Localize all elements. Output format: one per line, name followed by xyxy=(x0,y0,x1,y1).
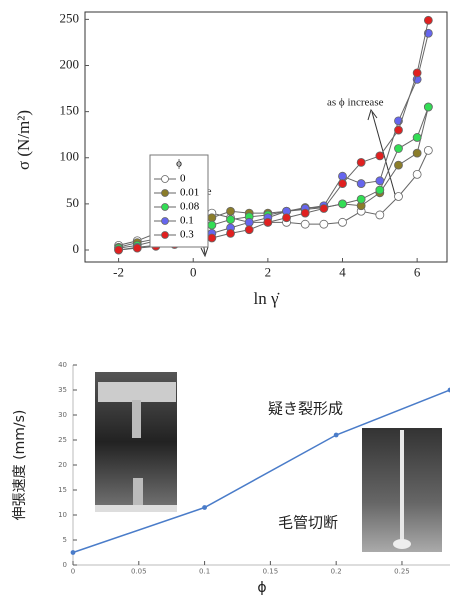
legend-label: 0.3 xyxy=(180,229,194,241)
y-tick-label: 20 xyxy=(58,461,67,469)
data-point xyxy=(413,170,421,178)
page: 050100150200250-20246ln γ̇σ (N/m²)as ϕ i… xyxy=(0,0,450,597)
y-tick-label: 15 xyxy=(58,486,67,494)
data-point xyxy=(283,214,291,222)
y-axis-label: 伸張速度 (mm/s) xyxy=(12,410,28,521)
data-point xyxy=(424,103,432,111)
data-point xyxy=(357,158,365,166)
y-tick-label: 200 xyxy=(60,56,80,71)
data-point xyxy=(133,244,141,252)
y-tick-label: 25 xyxy=(58,436,67,444)
data-point xyxy=(208,221,216,229)
x-tick-label: 0.05 xyxy=(131,567,147,575)
data-point xyxy=(245,218,253,226)
data-point xyxy=(394,161,402,169)
data-point xyxy=(357,180,365,188)
data-point xyxy=(227,207,235,215)
data-point xyxy=(339,218,347,226)
legend-label: 0.08 xyxy=(180,201,200,213)
x-tick-label: -2 xyxy=(113,265,124,280)
data-point xyxy=(320,220,328,228)
data-point xyxy=(339,200,347,208)
data-point xyxy=(376,186,384,194)
data-point xyxy=(115,246,123,254)
x-tick-label: 0.2 xyxy=(331,567,342,575)
legend-marker xyxy=(162,218,169,225)
data-point xyxy=(339,180,347,188)
data-point xyxy=(424,16,432,24)
data-point xyxy=(394,193,402,201)
data-point xyxy=(413,133,421,141)
data-point xyxy=(394,126,402,134)
y-axis-label: σ (N/m²) xyxy=(14,110,33,170)
y-tick-label: 50 xyxy=(66,195,79,210)
legend-marker xyxy=(162,232,169,239)
data-point xyxy=(376,177,384,185)
data-point xyxy=(208,214,216,222)
y-tick-label: 40 xyxy=(58,361,67,369)
x-tick-label: 0.25 xyxy=(394,567,410,575)
legend-marker xyxy=(162,176,169,183)
data-point xyxy=(208,234,216,242)
data-point xyxy=(203,506,207,510)
x-tick-label: 0.1 xyxy=(199,567,210,575)
x-tick-label: 0 xyxy=(190,265,197,280)
data-point xyxy=(376,211,384,219)
x-tick-label: 2 xyxy=(265,265,272,280)
y-tick-label: 35 xyxy=(58,386,67,394)
annotation: 毛管切断 xyxy=(278,514,338,532)
legend-label: 0.01 xyxy=(180,187,199,199)
x-tick-label: 0.15 xyxy=(263,567,279,575)
legend-marker xyxy=(162,190,169,197)
data-point xyxy=(334,433,338,437)
data-point xyxy=(424,146,432,154)
data-point xyxy=(227,229,235,237)
y-tick-label: 100 xyxy=(60,149,80,164)
legend-marker xyxy=(162,204,169,211)
data-point xyxy=(301,220,309,228)
data-point xyxy=(245,226,253,234)
x-tick-label: 4 xyxy=(339,265,346,280)
y-tick-label: 30 xyxy=(58,411,67,419)
data-point xyxy=(301,209,309,217)
data-point xyxy=(413,149,421,157)
x-tick-label: 6 xyxy=(414,265,421,280)
legend-label: 0.1 xyxy=(180,215,194,227)
photo-left xyxy=(95,372,177,512)
y-tick-label: 0 xyxy=(63,561,67,569)
y-tick-label: 10 xyxy=(58,511,67,519)
data-point xyxy=(71,551,75,555)
data-point xyxy=(357,195,365,203)
data-point xyxy=(376,152,384,160)
data-point xyxy=(227,216,235,224)
data-point xyxy=(264,218,272,226)
y-tick-label: 0 xyxy=(73,241,80,256)
annotation: 疑き裂形成 xyxy=(268,400,343,418)
y-tick-label: 150 xyxy=(60,103,80,118)
data-point xyxy=(320,204,328,212)
photo-right xyxy=(362,428,442,552)
y-tick-label: 250 xyxy=(60,10,80,25)
x-axis-label: ϕ xyxy=(257,580,266,596)
legend-title: ϕ xyxy=(176,158,182,170)
annotation: as ϕ increase xyxy=(327,97,384,109)
x-axis-label: ln γ̇ xyxy=(254,289,280,308)
legend-label: 0 xyxy=(180,173,186,185)
y-tick-label: 5 xyxy=(63,536,67,544)
data-point xyxy=(394,145,402,153)
data-point xyxy=(339,172,347,180)
x-tick-label: 0 xyxy=(71,567,75,575)
data-point xyxy=(413,69,421,77)
